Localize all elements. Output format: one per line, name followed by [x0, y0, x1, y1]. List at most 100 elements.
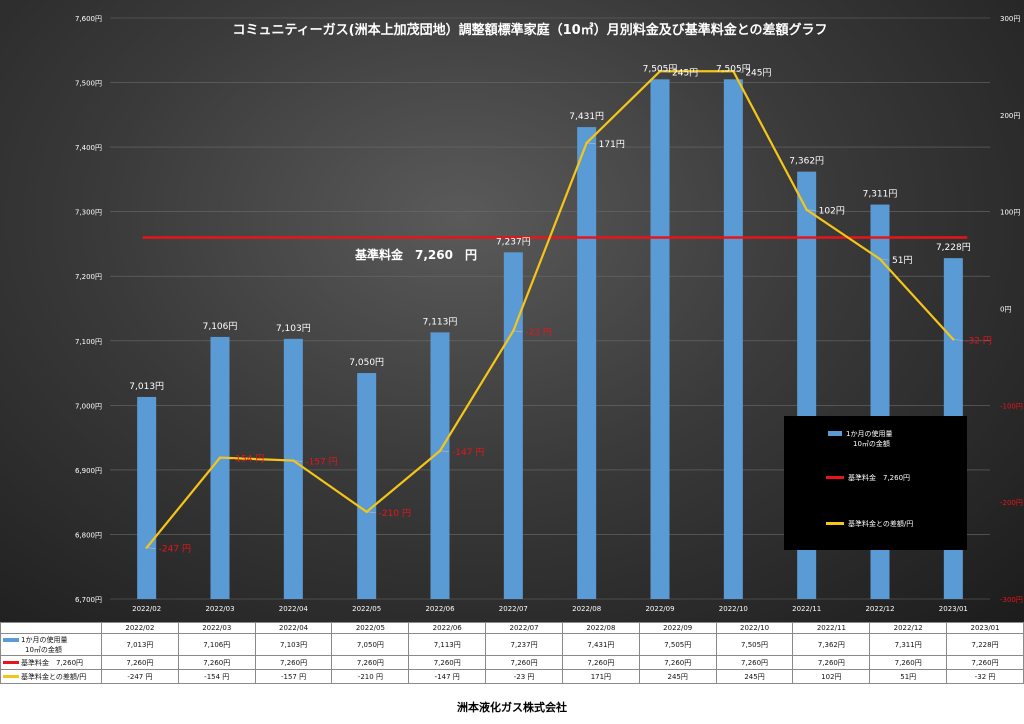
- bar: [283, 338, 303, 599]
- table-cell: 7,013円: [101, 633, 179, 656]
- y-left-tick-label: 7,300円: [75, 209, 102, 217]
- diff-value-label: 245円: [745, 67, 771, 78]
- table-cell: -32 円: [946, 669, 1024, 684]
- table-header-cell: 2023/01: [946, 622, 1024, 634]
- diff-value-label: -210 円: [379, 508, 411, 519]
- legend-label-bar-line1: 1か月の使用量: [846, 429, 892, 438]
- diff-value-label: -23 円: [525, 327, 552, 338]
- diff-value-label: -157 円: [305, 457, 337, 468]
- x-tick-label: 2022/11: [792, 605, 821, 613]
- table-cell: -154 円: [177, 669, 256, 684]
- y-left-tick-label: 7,400円: [75, 144, 102, 152]
- diff-point: [218, 456, 222, 459]
- table-header-cell: 2022/04: [254, 622, 333, 634]
- diff-leader-line: [367, 511, 376, 514]
- bar: [503, 252, 523, 599]
- diff-leader-line: [734, 70, 743, 73]
- diff-point: [805, 208, 808, 211]
- x-tick-label: 2022/06: [425, 605, 455, 613]
- table-row: 基準料金 7,260円 7,260円 7,260円 7,260円 7,260円 7,26…: [0, 655, 1024, 670]
- legend-label-base: 基準料金 7,260円: [848, 473, 910, 482]
- table-cell: 7,103円: [254, 633, 333, 656]
- bar-value-label: 7,106円: [203, 321, 238, 332]
- table-cell: 7,050円: [331, 633, 410, 656]
- legend-box: [784, 416, 967, 550]
- x-tick-label: 2022/07: [499, 605, 528, 613]
- bar-value-label: 7,113円: [423, 316, 458, 327]
- diff-point: [512, 329, 515, 332]
- table-cell: 7,260円: [101, 655, 179, 670]
- bar-value-label: 7,050円: [349, 357, 384, 368]
- diff-point: [145, 546, 148, 549]
- diff-value-label: -154 円: [232, 454, 264, 465]
- diff-leader-line: [440, 450, 450, 453]
- bar-value-label: 7,311円: [863, 189, 898, 200]
- table-corner: [0, 622, 102, 634]
- base-fee-annotation: 基準料金 7,260 円: [354, 247, 477, 262]
- bar: [137, 396, 157, 599]
- x-tick-label: 2023/01: [939, 605, 968, 613]
- table-cell: 7,237円: [485, 633, 563, 656]
- table-cell: 7,260円: [792, 655, 871, 670]
- table-cell: -23 円: [485, 669, 563, 684]
- legend-swatch-bar: [828, 431, 842, 436]
- y-right-tick-label: -300円: [1000, 596, 1023, 604]
- table-header-row: 2022/02 2022/03 2022/04 2022/05 2022/06 2022/…: [0, 622, 1024, 634]
- y-right-tick-label: 100円: [1000, 209, 1020, 217]
- y-left-tick-label: 6,800円: [75, 531, 102, 539]
- x-tick-label: 2022/09: [645, 605, 674, 613]
- diff-point: [438, 449, 442, 453]
- bar-value-label: 7,505円: [716, 63, 751, 74]
- y-right-tick-label: -200円: [1000, 499, 1023, 507]
- diff-value-label: -147 円: [452, 447, 484, 458]
- table-cell: 171円: [561, 669, 640, 684]
- diff-leader-line: [660, 70, 670, 73]
- table-cell: 7,260円: [946, 655, 1024, 670]
- diff-point: [658, 70, 662, 73]
- table-header-cell: 2022/11: [792, 622, 871, 634]
- diff-point: [292, 459, 295, 462]
- table-cell: 7,505円: [715, 633, 794, 656]
- diff-point: [952, 338, 955, 341]
- table-header-cell: 2022/12: [869, 622, 948, 634]
- legend: 1か月の使用量 10㎥の金額 基準料金 7,260円 基準料金との差額/円: [784, 416, 967, 550]
- chart-svg: 6,700円 6,800円 6,900円 7,000円 7,100円 7,200円 7,30…: [75, 15, 1023, 613]
- diff-leader-line: [954, 339, 963, 341]
- table-cell: 7,260円: [408, 655, 487, 670]
- company-footer: 洲本液化ガス株式会社: [457, 701, 567, 714]
- diff-value-label: 245円: [672, 67, 698, 78]
- diff-point: [732, 70, 735, 73]
- table-cell: -247 円: [101, 669, 179, 684]
- x-tick-label: 2022/10: [719, 605, 748, 613]
- table-cell: 7,260円: [177, 655, 256, 670]
- table-header-cell: 2022/07: [485, 622, 563, 634]
- bar-value-label: 7,362円: [789, 156, 824, 167]
- y-left-tick-label: 7,200円: [75, 273, 102, 281]
- diff-value-label: 171円: [599, 139, 625, 150]
- x-tick-label: 2022/03: [205, 605, 234, 613]
- diff-value-label: 51円: [892, 255, 912, 266]
- table-cell: -157 円: [254, 669, 333, 684]
- table-header-cell: 2022/05: [331, 622, 410, 634]
- table-cell: 7,505円: [638, 633, 717, 656]
- x-tick-label: 2022/08: [572, 605, 601, 613]
- legend-label-diff: 基準料金との差額/円: [848, 519, 913, 528]
- label-layer: 7,013円 7,106円 7,103円 7,050円 7,113円 7,237円 7,43…: [129, 63, 992, 554]
- x-tick-label: 2022/02: [132, 605, 161, 613]
- table-cell: 7,311円: [869, 633, 948, 656]
- table-cell: 7,260円: [561, 655, 640, 670]
- table-cell: 7,260円: [254, 655, 333, 670]
- bar: [210, 336, 230, 599]
- legend-swatch-diff: [826, 522, 844, 525]
- chart-area: 6,700円 6,800円 6,900円 7,000円 7,100円 7,200円 7,30…: [0, 0, 1024, 622]
- diff-value-label: -32 円: [965, 335, 992, 346]
- diff-leader-line: [807, 209, 816, 212]
- line-layer: [142, 70, 968, 549]
- y-left-tick-label: 7,600円: [75, 15, 102, 23]
- y-right-tick-label: 200円: [1000, 112, 1020, 120]
- table-cell: 7,260円: [869, 655, 948, 670]
- table-header-cell: 2022/02: [101, 622, 179, 634]
- y-left-tick-label: 6,700円: [75, 596, 102, 604]
- table-cell: 245円: [638, 669, 717, 684]
- table-cell: -210 円: [331, 669, 410, 684]
